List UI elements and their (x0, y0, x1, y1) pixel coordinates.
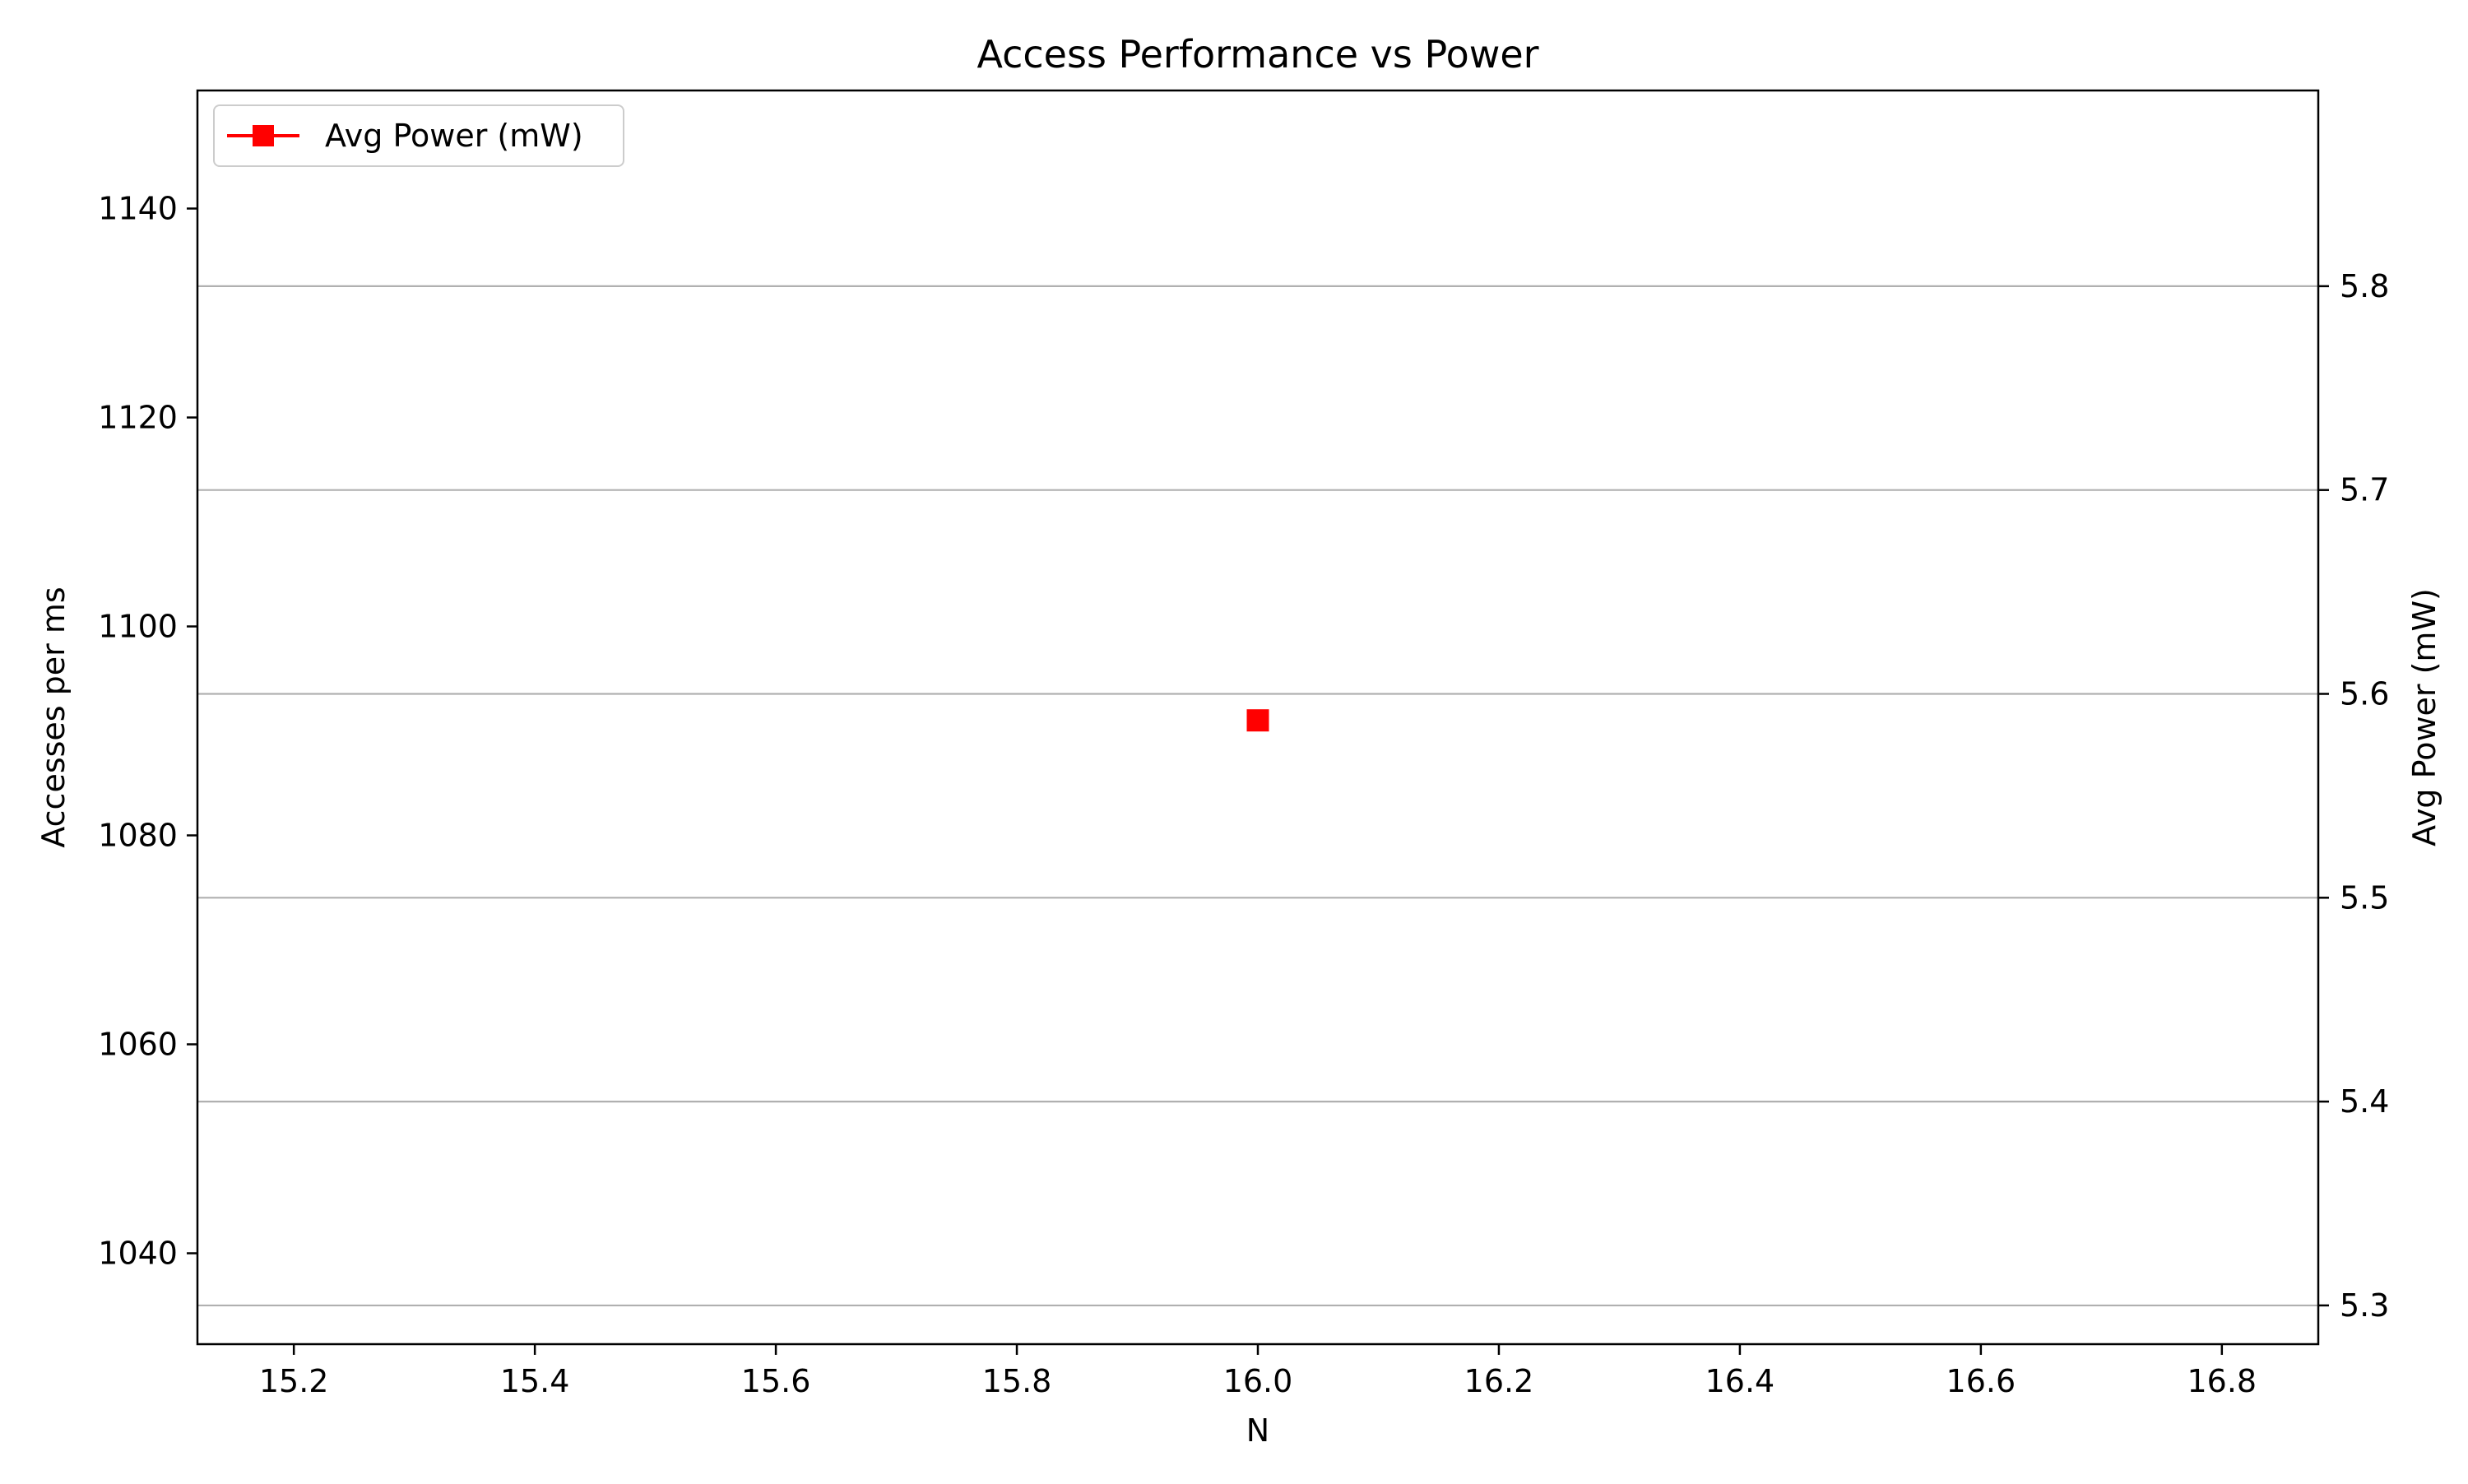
x-tick-label-6: 16.4 (1705, 1363, 1775, 1399)
x-tick-label-4: 16.0 (1223, 1363, 1293, 1399)
x-axis-label: N (1246, 1412, 1269, 1449)
y-axis-right-label: Avg Power (mW) (2406, 588, 2442, 846)
y-left-tick-label-3: 1100 (98, 609, 178, 645)
x-axis: 15.2 15.4 15.6 15.8 16.0 16.2 16.4 16.6 16.8 (259, 1344, 2257, 1399)
y-right-tick-label-5: 5.8 (2340, 268, 2389, 304)
x-tick-label-1: 15.4 (500, 1363, 570, 1399)
legend-marker-sample (253, 125, 274, 146)
legend: Avg Power (mW) (213, 104, 624, 167)
x-tick-label-3: 15.8 (982, 1363, 1052, 1399)
chart-title: Access Performance vs Power (977, 32, 1538, 77)
y-left-tick-label-0: 1040 (98, 1236, 178, 1272)
y-axis-left-label: Accesses per ms (35, 587, 72, 847)
y-right-tick-label-0: 5.3 (2340, 1287, 2389, 1324)
x-tick-label-7: 16.6 (1946, 1363, 2016, 1399)
series-layer (1246, 709, 1269, 732)
y-right-tick-label-2: 5.5 (2340, 879, 2389, 916)
legend-box (213, 104, 624, 167)
x-tick-label-5: 16.2 (1464, 1363, 1534, 1399)
y-axis-right: 5.3 5.4 5.5 5.6 5.7 5.8 (2318, 268, 2389, 1324)
y-axis-left: 1040 1060 1080 1100 1120 1140 (98, 191, 197, 1272)
y-right-tick-label-4: 5.7 (2340, 472, 2389, 508)
grid-lines (197, 285, 2318, 1307)
legend-label: Avg Power (mW) (325, 118, 583, 154)
y-right-tick-label-3: 5.6 (2340, 676, 2389, 712)
x-tick-label-2: 15.6 (741, 1363, 811, 1399)
x-tick-label-8: 16.8 (2187, 1363, 2257, 1399)
y-left-tick-label-2: 1080 (98, 818, 178, 854)
data-point-0-0 (1246, 709, 1269, 732)
y-right-tick-label-1: 5.4 (2340, 1083, 2389, 1120)
y-left-tick-label-1: 1060 (98, 1027, 178, 1063)
y-left-tick-label-4: 1120 (98, 400, 178, 436)
y-left-tick-label-5: 1140 (98, 191, 178, 227)
x-tick-label-0: 15.2 (259, 1363, 329, 1399)
